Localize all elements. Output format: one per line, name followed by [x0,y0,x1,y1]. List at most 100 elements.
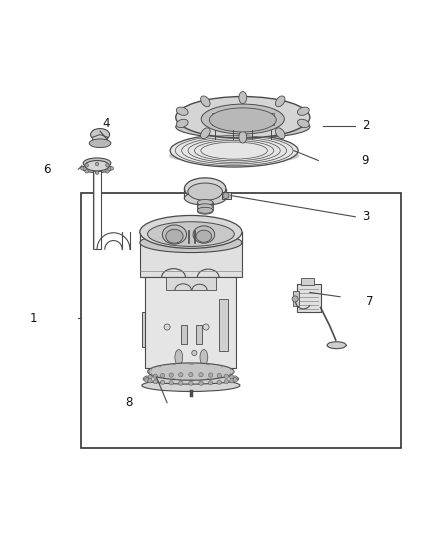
Ellipse shape [327,342,346,349]
Ellipse shape [201,96,210,107]
Circle shape [106,169,109,173]
Bar [93,171,101,249]
Circle shape [192,350,197,356]
Ellipse shape [201,128,210,139]
Ellipse shape [176,116,310,138]
Circle shape [189,381,193,385]
Circle shape [189,373,193,377]
Circle shape [164,324,170,330]
Ellipse shape [89,139,111,148]
Circle shape [199,381,203,385]
Ellipse shape [196,230,212,243]
Circle shape [160,374,165,378]
Bar [140,243,242,277]
Circle shape [153,374,158,378]
Bar [81,193,401,448]
Ellipse shape [177,107,188,115]
Ellipse shape [184,191,226,205]
Circle shape [145,376,149,380]
Circle shape [199,373,203,377]
Ellipse shape [200,350,208,365]
Circle shape [179,381,183,385]
Circle shape [208,381,213,385]
Circle shape [145,378,149,382]
Ellipse shape [143,374,239,384]
Bar [297,284,321,312]
Ellipse shape [169,148,300,164]
Ellipse shape [198,199,213,206]
Polygon shape [92,135,108,145]
Circle shape [224,379,229,384]
Ellipse shape [170,134,298,167]
Ellipse shape [82,164,112,173]
Ellipse shape [177,119,188,127]
Circle shape [233,376,237,380]
Bar [142,312,147,346]
Ellipse shape [276,128,285,139]
Circle shape [160,380,165,384]
Ellipse shape [148,363,234,380]
Ellipse shape [188,183,223,200]
Circle shape [223,192,229,199]
Bar [222,192,231,199]
Text: 4: 4 [103,117,110,130]
Circle shape [95,162,99,166]
Circle shape [179,373,183,377]
Bar [219,299,228,351]
Circle shape [148,375,152,379]
Ellipse shape [193,226,215,243]
Text: 7: 7 [366,295,374,308]
Ellipse shape [148,222,234,246]
Ellipse shape [239,131,247,143]
Circle shape [230,375,234,379]
Circle shape [208,373,213,377]
Ellipse shape [175,350,183,365]
Ellipse shape [276,96,285,107]
Circle shape [85,164,88,167]
Circle shape [153,379,158,384]
Ellipse shape [198,207,213,213]
Text: 1: 1 [29,312,37,325]
Ellipse shape [166,229,183,243]
Ellipse shape [201,104,284,134]
Circle shape [169,373,173,377]
Circle shape [203,324,209,330]
Ellipse shape [198,208,213,214]
Circle shape [143,377,148,381]
Ellipse shape [184,178,226,199]
Circle shape [106,164,109,167]
Circle shape [224,374,229,378]
Ellipse shape [297,107,309,115]
Circle shape [292,296,298,302]
Ellipse shape [209,108,276,132]
Ellipse shape [140,215,242,248]
Ellipse shape [140,233,242,253]
Ellipse shape [85,160,109,171]
Text: 9: 9 [362,154,369,167]
Text: 3: 3 [362,211,369,223]
Text: 8: 8 [125,396,133,409]
Ellipse shape [83,158,111,168]
Circle shape [217,374,221,378]
Circle shape [234,377,238,381]
Ellipse shape [297,119,309,127]
Circle shape [81,167,84,170]
Bar [145,277,236,368]
Circle shape [230,378,234,383]
Circle shape [110,167,113,170]
Ellipse shape [198,204,213,210]
Bar [196,325,202,344]
Bar [234,113,251,125]
Circle shape [217,380,221,384]
Bar [301,278,314,285]
Circle shape [148,378,152,383]
Text: 2: 2 [362,119,369,133]
Ellipse shape [91,128,110,141]
Ellipse shape [239,92,247,103]
Text: 6: 6 [43,163,50,176]
Ellipse shape [142,379,240,391]
Bar [212,113,229,125]
Bar [293,291,299,306]
Circle shape [85,169,88,173]
Circle shape [233,378,237,382]
